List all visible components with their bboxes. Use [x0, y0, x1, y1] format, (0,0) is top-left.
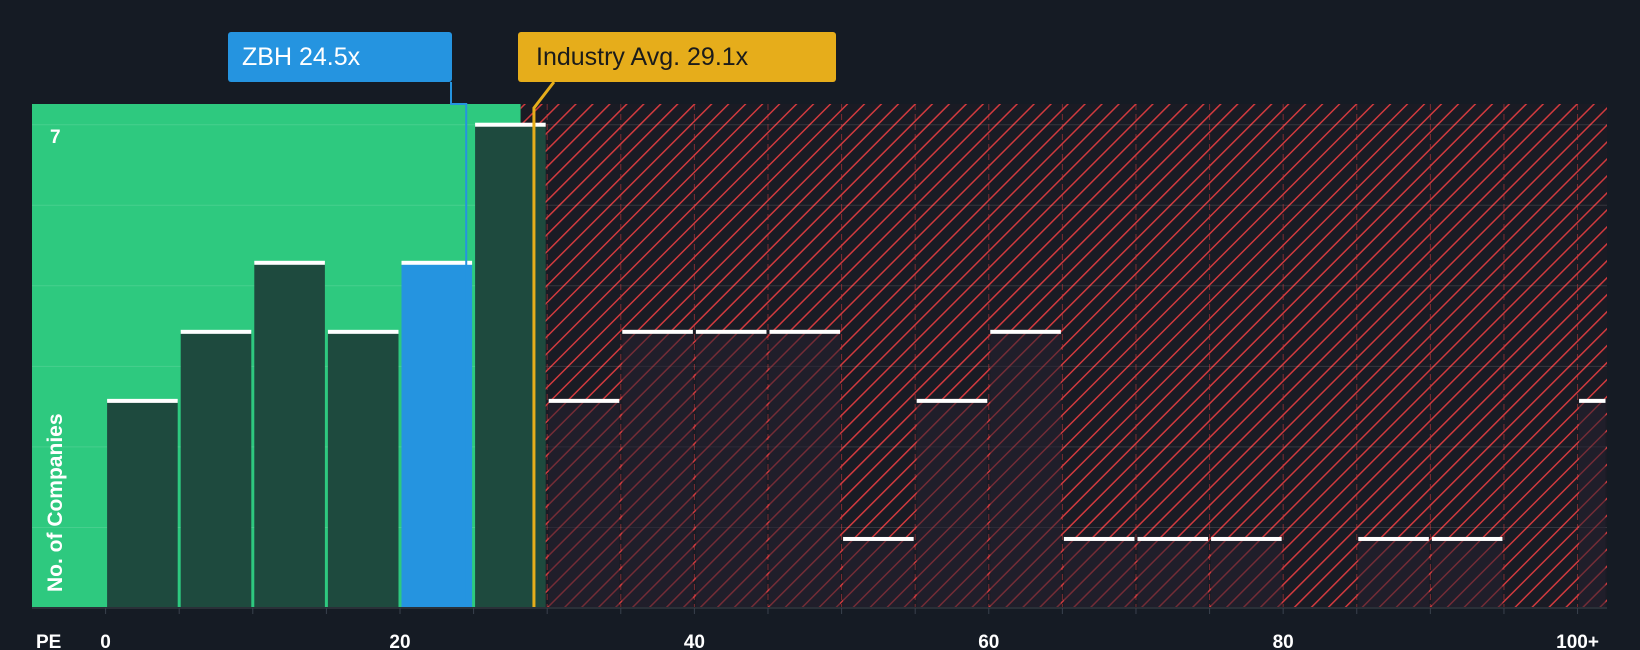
histogram-bar — [1063, 538, 1135, 608]
histogram-bar — [1211, 538, 1282, 608]
histogram-bar — [695, 331, 767, 608]
histogram-bar — [254, 262, 325, 608]
y-axis-label: No. of Companies — [44, 413, 67, 592]
histogram-bar-cap — [180, 329, 252, 334]
histogram-bar-cap — [622, 329, 693, 334]
histogram-bar-cap — [327, 329, 399, 334]
histogram-bar-cap — [695, 329, 767, 334]
histogram-bar-cap — [475, 122, 546, 127]
histogram-bar — [843, 538, 914, 608]
histogram-bar-cap — [1431, 536, 1503, 541]
histogram-bar-cap — [107, 398, 178, 403]
histogram-bar-cap — [1137, 536, 1209, 541]
histogram-bar-cap — [769, 329, 841, 334]
histogram-bar — [622, 331, 693, 608]
histogram-bar — [401, 262, 473, 608]
x-tick-label: 0 — [100, 632, 111, 650]
histogram-bar — [1358, 538, 1429, 608]
industry-average-line — [532, 81, 556, 608]
histogram-bar — [990, 331, 1061, 608]
x-tick-label: 80 — [1273, 632, 1294, 650]
histogram-bar — [1431, 538, 1503, 608]
histogram-bar — [180, 331, 252, 608]
company-pe-callout: ZBH 24.5x — [228, 32, 452, 82]
histogram-bar-cap — [1211, 536, 1282, 541]
x-tick-label: 100+ — [1556, 632, 1599, 650]
histogram-bar — [916, 400, 988, 608]
histogram-bar-cap — [1358, 536, 1429, 541]
x-tick-label: 20 — [389, 632, 410, 650]
histogram-bar-cap — [1579, 398, 1606, 403]
histogram-bar — [107, 400, 178, 608]
histogram-bar — [769, 331, 841, 608]
histogram-bar-cap — [548, 398, 620, 403]
histogram-bar-cap — [916, 398, 988, 403]
histogram-bar-cap — [1063, 536, 1135, 541]
x-tick-label: 40 — [684, 632, 705, 650]
x-axis-label: PE — [36, 632, 61, 650]
histogram-bar — [1137, 538, 1209, 608]
histogram-bar-cap — [401, 260, 473, 265]
histogram-bar-cap — [843, 536, 914, 541]
y-tick-label: 7 — [50, 127, 61, 148]
histogram-bar-cap — [990, 329, 1061, 334]
industry-average-callout: Industry Avg. 29.1x — [518, 32, 836, 82]
histogram-bar — [1579, 400, 1606, 608]
histogram-bar-cap — [254, 260, 325, 265]
company-marker-line — [450, 82, 468, 608]
x-tick-label: 60 — [978, 632, 999, 650]
histogram-bar — [327, 331, 399, 608]
histogram-bar — [548, 400, 620, 608]
